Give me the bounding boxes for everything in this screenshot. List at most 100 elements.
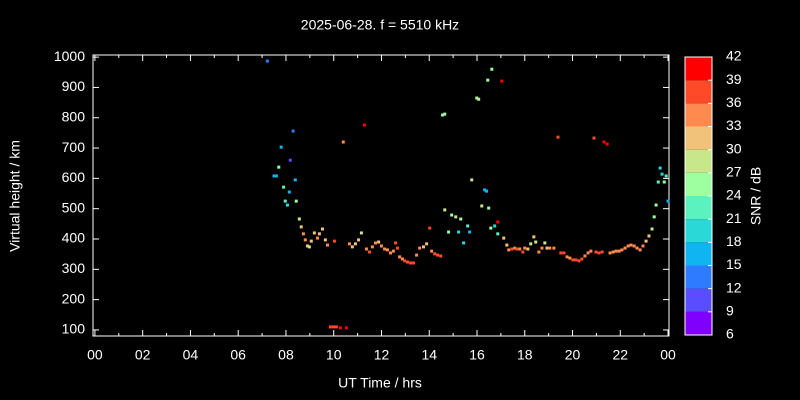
colorbar-band [685,242,712,266]
data-point [652,215,656,219]
data-point [436,253,440,257]
data-point [320,227,324,231]
data-point [507,248,511,252]
x-tick-label: 06 [230,347,246,363]
data-point [406,260,410,264]
colorbar-tick-label: 36 [726,94,742,110]
data-point [301,232,305,236]
data-point [485,189,489,193]
colorbar-band [685,219,712,243]
data-point [305,244,309,248]
data-point [617,249,621,253]
data-point [385,248,389,252]
colorbar-tick-label: 24 [726,187,742,203]
plot-frame [92,54,670,337]
colorbar-tick-label: 21 [726,210,742,226]
data-point [470,178,474,182]
data-point [383,247,387,251]
colorbar-band [685,172,712,196]
data-point [534,240,538,244]
data-point [600,250,604,254]
y-tick-label: 500 [62,199,86,215]
data-point [662,180,666,184]
data-point [490,67,494,71]
data-point [309,239,313,243]
data-point [493,224,497,228]
data-point [496,232,500,236]
data-point [459,217,463,221]
data-point [389,251,393,255]
data-point [398,255,402,259]
data-point [650,227,654,231]
data-point [341,140,345,144]
colorbar-label: SNR / dB [748,167,764,225]
x-tick-label: 02 [135,347,151,363]
data-point [532,235,536,239]
data-point [288,158,292,162]
data-point [374,241,378,245]
data-point [400,257,404,261]
data-point [450,213,454,217]
x-tick-label: 08 [278,347,294,363]
data-point [443,208,447,212]
data-point [487,206,491,210]
colorbar-band [685,57,712,81]
x-tick-label: 20 [565,347,581,363]
data-point [285,203,289,207]
data-point [562,251,566,255]
data-point [543,241,547,245]
data-point [623,246,627,250]
data-point [315,236,319,240]
data-point [294,199,298,203]
data-point [664,174,668,178]
y-tick-label: 200 [62,290,86,306]
data-point [594,250,598,254]
data-point [282,185,286,189]
colorbar-band [685,126,712,150]
data-point [303,238,307,242]
data-point [568,256,572,260]
data-point [611,250,615,254]
data-point [632,244,636,248]
data-point [350,245,354,249]
data-point [486,78,490,82]
colorbar-tick-label: 12 [726,279,742,295]
data-point [589,249,593,253]
data-point [641,244,645,248]
y-tick-label: 400 [62,230,86,246]
data-point [556,135,560,139]
data-point [477,97,481,101]
data-point [644,239,648,243]
data-point [418,246,422,250]
x-tick-label: 18 [517,347,533,363]
data-point [523,246,527,250]
colorbar-band [685,80,712,104]
data-point [297,217,301,221]
data-point [317,232,321,236]
y-tick-label: 100 [62,321,86,337]
data-point [332,239,336,243]
data-point [409,261,413,265]
data-point [577,259,581,263]
data-point [344,326,348,330]
data-point [571,258,575,262]
data-point [496,220,500,224]
x-tick-label: 00 [660,347,676,363]
data-point [620,248,624,252]
data-point [299,225,303,229]
data-point [526,247,530,251]
data-point [666,199,670,203]
data-point [545,246,549,250]
data-point [457,230,461,234]
data-point [433,252,437,256]
data-point [265,59,269,63]
data-point [291,129,295,133]
colorbar-tick-label: 30 [726,140,742,156]
x-tick-label: 10 [326,347,342,363]
data-point [293,178,297,182]
data-point [441,113,445,117]
data-point [483,188,487,192]
colorbar-tick-label: 33 [726,117,742,133]
data-point [614,249,618,253]
